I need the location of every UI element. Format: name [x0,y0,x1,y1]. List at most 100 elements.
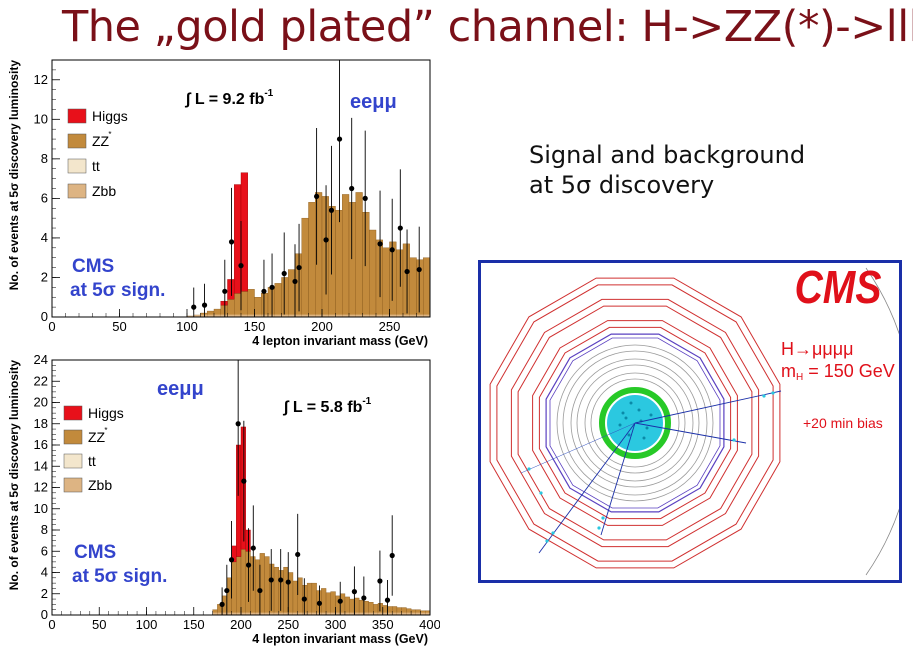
background-bar [355,192,363,318]
zbb-bar [368,612,374,615]
zbb-bar [401,612,407,615]
background-bar [344,596,350,616]
background-bar [274,283,282,318]
background-bar [288,572,294,616]
background-bar [283,566,289,616]
slide-title: The „gold plated” channel: H->ZZ(*)->lll… [62,2,913,52]
legend-swatch [63,477,83,493]
higgs-bar [234,184,242,294]
background-bar [250,556,256,616]
background-bar [294,253,302,318]
x-tick-label: 0 [48,319,55,334]
data-point [404,268,410,275]
cms-annotation-line1: CMS [72,256,114,277]
y-tick-label: 18 [34,416,48,431]
y-tick-label: 0 [41,309,48,324]
background-bar [288,269,296,318]
zbb-bar [363,612,369,615]
zbb-bar [283,612,289,615]
zbb-bar [302,612,308,615]
zbb-bar [268,314,275,317]
background-bar [321,588,327,616]
magnet-ring [545,333,725,513]
zbb-bar [261,314,268,317]
zbb-bar [415,612,421,615]
background-bar [311,582,317,616]
zbb-bar [200,314,208,317]
zbb-bar [207,314,214,317]
y-tick-label: 4 [41,565,48,580]
data-point [301,596,307,602]
background-bar [254,297,262,318]
muon-hit [762,394,766,398]
background-bar [292,580,298,616]
background-bar [273,566,280,616]
x-tick-label: 50 [112,319,126,334]
x-tick-label: 300 [325,617,347,632]
background-bar [328,206,336,318]
data-point [314,193,320,200]
data-point [261,288,267,294]
background-bar [231,561,237,616]
muon-hit [527,467,531,471]
zbb-bar [241,612,246,615]
x-tick-label: 50 [92,617,106,632]
zbb-bar [403,314,410,317]
muon-chamber-ring [538,326,732,520]
zbb-bar [222,612,227,615]
y-tick-label: 4 [41,230,48,245]
zbb-bar [269,612,275,615]
background-bar [278,570,284,616]
zbb-bar [326,612,331,615]
data-point [377,578,383,584]
tracker-hit [621,411,625,415]
luminosity-label: ∫ L = 5.8 fb-1 [282,396,372,416]
y-tick-label: 16 [34,437,48,452]
legend-swatch [67,158,87,174]
data-point [245,562,252,568]
background-bar [340,593,346,616]
zbb-bar [295,314,302,317]
y-tick-label: 20 [34,395,48,410]
background-bar [245,551,251,616]
muon-track-3 [634,422,747,444]
zbb-bar [420,612,426,615]
background-bar [382,247,390,318]
calorimeter-rings [556,344,714,502]
background-bar [234,293,242,318]
data-point [222,288,228,294]
zbb-bar [288,612,293,615]
zbb-bar [264,612,270,615]
zbb-bar [335,612,341,615]
background-bar [227,299,235,318]
muon-hit [539,491,543,495]
y-tick-label: 14 [34,458,48,473]
higgs-bar [236,444,242,557]
zbb-bar [254,314,262,317]
zbb-bar [281,314,289,317]
y-axis-label: No. of events at 5σ discovery luminosity [7,360,21,591]
zbb-bar [193,315,201,317]
zbb-bar [315,314,322,317]
data-point [219,601,225,607]
data-point [377,241,383,247]
zbb-bar [288,314,295,317]
zbb-bar [376,314,383,317]
zbb-bar [354,612,360,615]
background-bar [369,229,377,318]
y-tick-label: 24 [34,352,48,367]
data-point [278,577,284,583]
muon-chamber-ring [496,284,774,562]
legend-label: Higgs [92,108,128,124]
muon-chamber-ring [517,305,753,541]
cms-annotation-line2: at 5σ sign. [72,566,167,587]
calorimeter-ring [562,350,708,496]
background-bar [247,289,255,318]
cms-annotation-line1: CMS [74,542,116,563]
zbb-bar [387,612,393,615]
zbb-bar [382,612,388,615]
muon-hit [601,516,605,520]
x-tick-label: 100 [136,617,158,632]
zbb-bar [316,612,322,615]
x-tick-label: 200 [311,319,333,334]
